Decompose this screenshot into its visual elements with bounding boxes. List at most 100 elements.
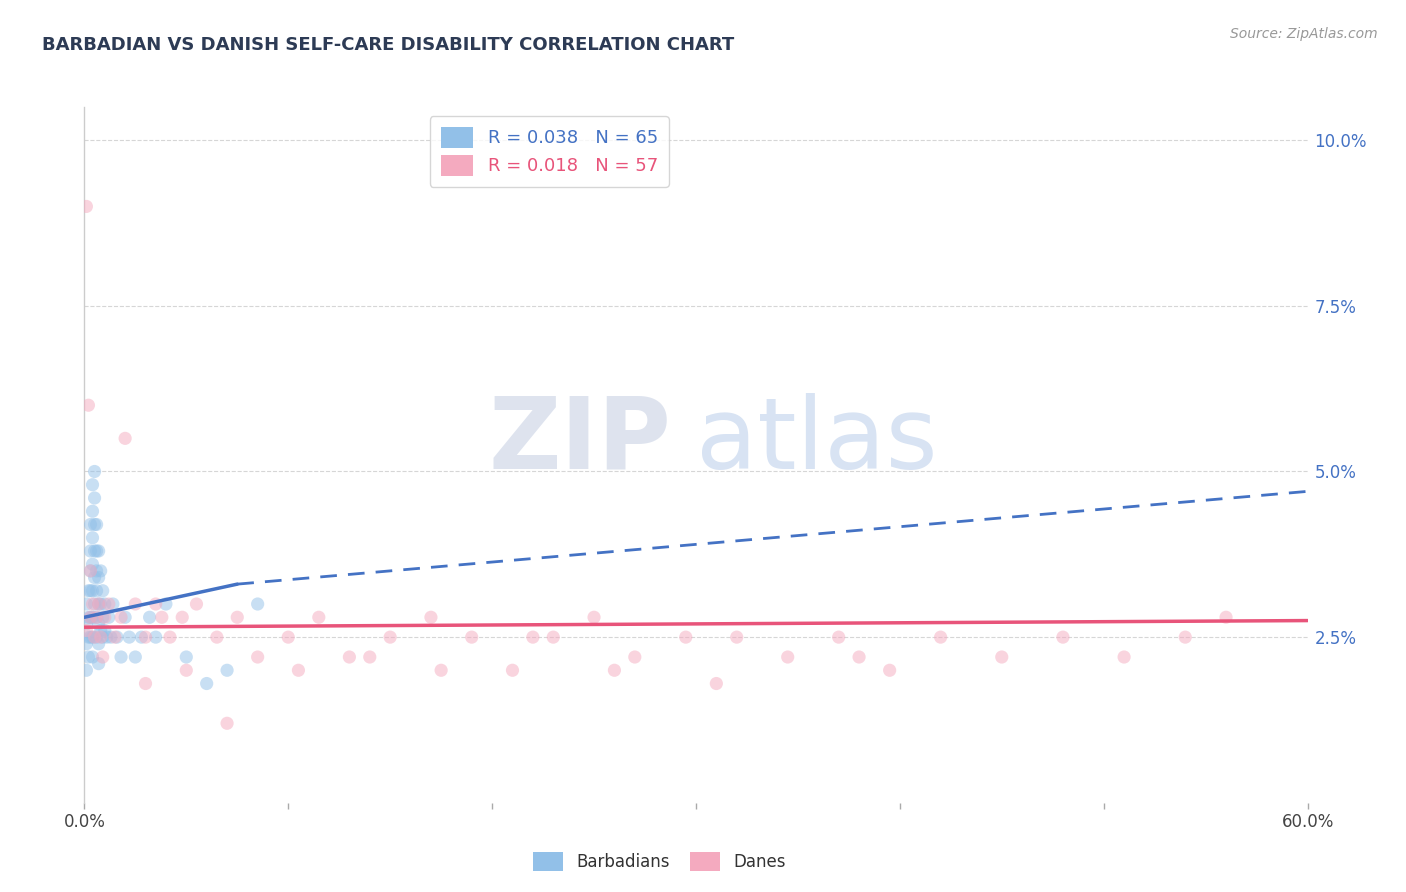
Point [79, 583, 101, 598]
Point [90, 597, 112, 611]
Point [706, 676, 728, 690]
Point [87, 616, 110, 631]
Point [176, 663, 198, 677]
Point [75, 637, 97, 651]
Point [461, 630, 484, 644]
Point [135, 630, 157, 644]
Point [91, 650, 114, 665]
Text: ZIP: ZIP [489, 392, 672, 490]
Point [522, 630, 544, 644]
Point [1174, 630, 1197, 644]
Point [138, 610, 160, 624]
Point [77, 398, 100, 412]
Point [217, 663, 239, 677]
Point [97, 610, 120, 624]
Text: atlas: atlas [696, 392, 938, 490]
Point [308, 610, 330, 624]
Point [101, 597, 124, 611]
Point [217, 716, 239, 731]
Point [776, 650, 799, 665]
Point [87, 597, 110, 611]
Point [82, 630, 104, 644]
Point [86, 564, 108, 578]
Point [287, 663, 309, 677]
Point [86, 610, 108, 624]
Point [75, 199, 97, 213]
Point [97, 597, 120, 611]
Point [195, 676, 218, 690]
Point [145, 630, 167, 644]
Point [83, 517, 105, 532]
Point [186, 597, 208, 611]
Point [359, 650, 381, 665]
Point [110, 610, 132, 624]
Point [150, 610, 173, 624]
Point [246, 597, 269, 611]
Point [172, 610, 194, 624]
Point [83, 597, 105, 611]
Point [87, 544, 110, 558]
Point [110, 650, 132, 665]
Point [543, 630, 565, 644]
Point [82, 477, 104, 491]
Point [91, 610, 114, 624]
Point [104, 630, 127, 644]
Point [100, 630, 122, 644]
Point [226, 610, 249, 624]
Point [380, 630, 402, 644]
Point [75, 597, 97, 611]
Point [105, 630, 128, 644]
Point [93, 597, 117, 611]
Point [155, 597, 177, 611]
Point [83, 491, 105, 505]
Point [77, 630, 100, 644]
Point [159, 630, 181, 644]
Point [725, 630, 748, 644]
Point [90, 624, 112, 638]
Point [90, 564, 112, 578]
Point [114, 431, 136, 445]
Point [87, 597, 110, 611]
Legend: Barbadians, Danes: Barbadians, Danes [526, 846, 792, 878]
Point [82, 597, 104, 611]
Point [1052, 630, 1074, 644]
Point [82, 610, 104, 624]
Point [339, 650, 361, 665]
Point [75, 616, 97, 631]
Point [79, 564, 101, 578]
Point [675, 630, 697, 644]
Point [87, 570, 110, 584]
Text: BARBADIAN VS DANISH SELF-CARE DISABILITY CORRELATION CHART: BARBADIAN VS DANISH SELF-CARE DISABILITY… [42, 36, 734, 54]
Point [75, 624, 97, 638]
Point [83, 570, 105, 584]
Point [828, 630, 851, 644]
Point [83, 630, 105, 644]
Point [145, 597, 167, 611]
Point [87, 657, 110, 671]
Point [603, 663, 626, 677]
Point [93, 610, 117, 624]
Text: Source: ZipAtlas.com: Source: ZipAtlas.com [1230, 27, 1378, 41]
Point [246, 650, 269, 665]
Point [77, 610, 100, 624]
Point [87, 637, 110, 651]
Point [82, 504, 104, 518]
Point [502, 663, 524, 677]
Point [277, 630, 299, 644]
Point [83, 465, 105, 479]
Point [77, 650, 100, 665]
Point [82, 583, 104, 598]
Point [991, 650, 1014, 665]
Point [131, 630, 153, 644]
Point [1114, 650, 1136, 665]
Point [91, 583, 114, 598]
Point [82, 650, 104, 665]
Point [77, 583, 100, 598]
Point [624, 650, 647, 665]
Point [86, 630, 108, 644]
Point [879, 663, 901, 677]
Point [82, 531, 104, 545]
Point [124, 650, 146, 665]
Point [75, 663, 97, 677]
Point [91, 630, 114, 644]
